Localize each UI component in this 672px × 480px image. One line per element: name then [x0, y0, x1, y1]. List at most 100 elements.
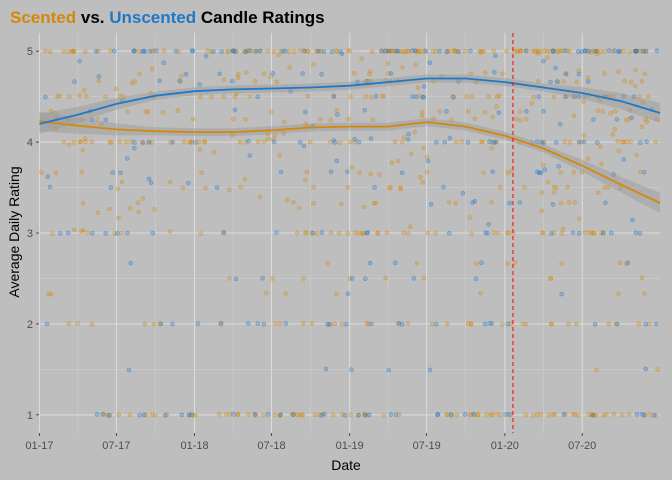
data-point-unscented	[339, 51, 345, 57]
data-point-scented	[118, 94, 123, 99]
data-point-scented	[161, 48, 167, 54]
data-point-scented	[227, 412, 233, 417]
data-point-scented	[437, 109, 443, 114]
data-point-scented	[286, 49, 292, 55]
data-point-scented	[117, 139, 122, 145]
data-point-unscented	[365, 230, 371, 235]
data-point-unscented	[411, 276, 417, 281]
data-point-unscented	[170, 321, 175, 327]
data-point-scented	[481, 49, 486, 54]
data-point-unscented	[593, 48, 598, 54]
data-point-unscented	[362, 276, 368, 282]
data-point-unscented	[356, 412, 362, 418]
data-point-unscented	[539, 139, 544, 145]
data-point-scented	[572, 200, 578, 205]
data-point-unscented	[332, 140, 338, 145]
data-point-unscented	[614, 321, 620, 327]
data-point-scented	[633, 67, 638, 73]
data-point-scented	[469, 94, 474, 100]
data-point-unscented	[379, 48, 385, 54]
data-point-scented	[243, 139, 249, 145]
data-point-unscented	[147, 48, 153, 54]
data-point-scented	[70, 48, 76, 54]
data-point-scented	[603, 412, 609, 417]
data-point-scented	[336, 230, 342, 236]
data-point-unscented	[146, 139, 152, 145]
data-point-scented	[247, 94, 253, 99]
data-point-unscented	[456, 79, 461, 84]
data-point-scented	[522, 184, 527, 190]
data-point-scented	[338, 201, 344, 207]
data-point-scented	[619, 412, 625, 418]
data-point-scented	[265, 137, 271, 142]
data-point-unscented	[579, 49, 584, 55]
data-point-scented	[80, 147, 86, 153]
data-point-unscented	[322, 411, 327, 417]
data-point-unscented	[343, 321, 349, 327]
data-point-scented	[53, 111, 58, 116]
data-point-scented	[432, 231, 438, 236]
data-point-unscented	[410, 48, 415, 53]
data-point-scented	[351, 71, 357, 76]
data-point-unscented	[585, 79, 591, 85]
data-point-scented	[529, 101, 535, 106]
data-point-scented	[352, 230, 358, 235]
data-point-unscented	[110, 170, 115, 175]
data-point-scented	[370, 117, 376, 123]
data-point-scented	[66, 321, 71, 326]
data-point-unscented	[230, 78, 235, 84]
data-point-scented	[637, 94, 642, 100]
data-point-scented	[291, 200, 296, 205]
title-part-0: Scented	[10, 8, 76, 27]
data-point-scented	[495, 230, 501, 236]
data-point-scented	[446, 200, 452, 205]
data-point-unscented	[446, 231, 452, 236]
data-point-unscented	[555, 79, 560, 84]
data-point-scented	[574, 79, 580, 85]
data-point-scented	[401, 135, 407, 140]
data-point-scented	[84, 94, 89, 99]
data-point-scented	[579, 170, 585, 175]
data-point-scented	[42, 48, 48, 54]
data-point-scented	[639, 79, 645, 84]
data-point-unscented	[203, 53, 209, 59]
data-point-unscented	[283, 321, 289, 326]
data-point-unscented	[345, 169, 350, 175]
data-point-unscented	[94, 412, 100, 417]
data-point-unscented	[576, 139, 582, 145]
data-point-unscented	[629, 115, 634, 121]
data-point-scented	[190, 116, 196, 122]
data-point-scented	[419, 49, 425, 54]
data-point-unscented	[586, 48, 592, 54]
data-point-unscented	[557, 122, 563, 127]
data-point-scented	[107, 139, 113, 145]
data-point-unscented	[590, 413, 596, 418]
data-point-scented	[152, 207, 157, 212]
data-point-unscented	[89, 117, 95, 123]
data-point-unscented	[493, 139, 499, 145]
data-point-unscented	[255, 94, 261, 100]
data-point-scented	[284, 198, 290, 203]
data-point-scented	[311, 184, 316, 190]
data-point-scented	[238, 184, 244, 190]
data-point-scented	[565, 184, 570, 190]
data-point-unscented	[388, 71, 394, 76]
data-point-scented	[571, 170, 577, 175]
data-point-scented	[567, 140, 573, 145]
data-point-scented	[95, 116, 100, 122]
data-point-scented	[384, 230, 390, 236]
data-point-scented	[500, 322, 505, 327]
data-point-scented	[550, 411, 556, 417]
data-point-scented	[107, 206, 112, 212]
data-point-scented	[167, 179, 173, 185]
data-point-unscented	[421, 84, 427, 89]
data-point-unscented	[132, 145, 137, 151]
data-point-scented	[549, 321, 554, 327]
data-point-scented	[309, 321, 315, 326]
x-tick-label: 07-17	[102, 440, 130, 452]
data-point-scented	[368, 171, 373, 177]
data-point-unscented	[369, 321, 374, 327]
data-point-scented	[639, 124, 645, 130]
data-point-unscented	[471, 411, 477, 417]
data-point-scented	[551, 94, 557, 100]
